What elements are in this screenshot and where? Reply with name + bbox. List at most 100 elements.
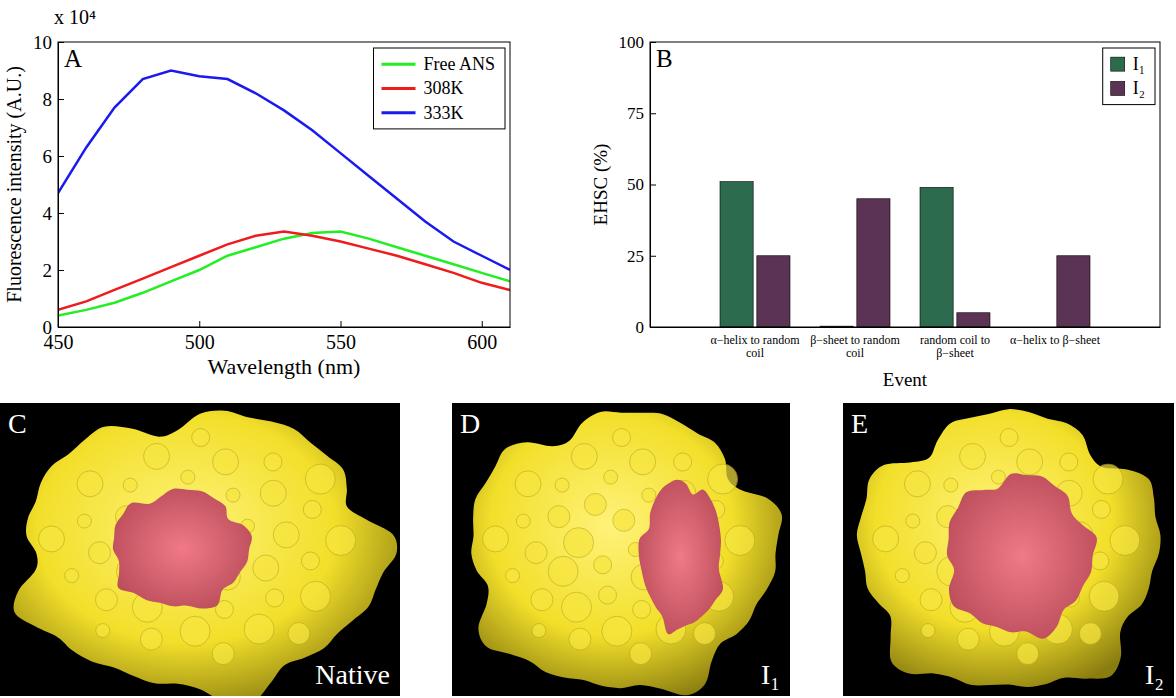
plot-frame (650, 42, 1160, 327)
tick-mark (58, 156, 64, 157)
surface-bump (548, 556, 578, 586)
surface-bump (483, 526, 509, 552)
surface-bump (944, 478, 958, 492)
surface-bump (1079, 623, 1101, 645)
protein-surface (471, 411, 782, 695)
surface-bump (525, 542, 547, 564)
surface-bump (244, 614, 274, 644)
surface-bump (674, 453, 692, 471)
tick: 500 (185, 321, 215, 353)
surface-bump (65, 569, 79, 583)
legend-label: I₁ (1133, 54, 1145, 74)
surface-bump (895, 569, 909, 583)
legend-swatch (382, 87, 416, 90)
surface-bump (180, 616, 210, 646)
plot-background (58, 42, 510, 327)
tick-label: α−helix to randomcoil (710, 333, 800, 360)
surface-bump (920, 589, 942, 611)
surface-render (14, 411, 398, 696)
surface-bump (906, 514, 920, 528)
surface-bump (1092, 500, 1110, 518)
surface-bump (1093, 464, 1123, 494)
surface-render (857, 409, 1161, 687)
tick-label: 25 (627, 247, 644, 266)
bar (857, 199, 890, 327)
surface-render (471, 411, 782, 695)
surface-bump (708, 464, 738, 494)
tick-mark (199, 321, 200, 327)
image-caption: Native (315, 659, 390, 690)
surface-bump (584, 493, 606, 515)
surface-bump (39, 526, 65, 552)
surface-bump (873, 526, 899, 552)
legend-box (1103, 48, 1155, 105)
tick-label: 50 (627, 175, 644, 194)
tick-label: 8 (43, 89, 53, 110)
surface-bump (599, 586, 617, 604)
surface-bump (630, 643, 652, 665)
surface-bump (213, 449, 239, 475)
axis: 450500550600 (44, 321, 511, 353)
surface-bump (192, 429, 210, 447)
tick-label: 75 (627, 104, 644, 123)
surface-bump (1089, 581, 1119, 611)
tick-mark (58, 213, 64, 214)
surface-bump (77, 471, 103, 497)
surface-bump (1017, 449, 1043, 475)
surface-bump (957, 628, 979, 650)
surface-bump (564, 528, 594, 558)
surface-bump (515, 471, 541, 497)
legend-swatch (382, 111, 416, 114)
surface-bump (594, 556, 612, 574)
plot-background (650, 42, 1160, 327)
tick: 2 (43, 260, 65, 281)
surface-bump (212, 643, 234, 665)
legend: Free ANS308K333K (374, 48, 506, 129)
tick-label: β−sheet to randomcoil (810, 333, 900, 360)
tick: random coil toβ−sheet (920, 333, 990, 360)
surface-patch (113, 489, 252, 609)
plot-frame (58, 42, 510, 327)
surface-bump (1060, 453, 1078, 471)
tick-mark (58, 99, 64, 100)
surface-bump (266, 589, 284, 607)
panel-letter: B (656, 45, 673, 72)
tick: 6 (43, 146, 65, 167)
tick-label: 0 (43, 317, 53, 338)
surface-bump (301, 581, 331, 611)
legend-swatch (1111, 57, 1125, 71)
surface-bump (326, 526, 356, 556)
bar (720, 182, 753, 327)
surface-bump (144, 443, 170, 469)
axis-multiplier: x 10⁴ (54, 6, 96, 28)
panel-letter: C (8, 408, 27, 439)
plot-lines (58, 71, 510, 316)
surface-bump (960, 443, 986, 469)
bar (1057, 256, 1090, 327)
tick: 8 (43, 89, 65, 110)
tick: α−helix to β−sheet (1010, 333, 1101, 347)
surface-bump (95, 589, 117, 611)
tick-mark (58, 270, 64, 271)
tick: α−helix to randomcoil (710, 333, 800, 360)
tick-label: 100 (619, 33, 645, 52)
axis: α−helix to randomcoil β−sheet to randomco… (651, 328, 1161, 360)
panel-a: 4505005506000246810Wavelength (nm)Fluore… (3, 6, 511, 379)
tick-label: α−helix to β−sheet (1010, 333, 1101, 347)
image-caption: I₂ (1145, 659, 1164, 690)
tick-mark (650, 113, 656, 114)
axis: 0246810 (33, 32, 64, 338)
panel-letter: E (851, 408, 868, 439)
y-axis-title: EHSC (%) (590, 144, 612, 226)
surface-bump (1017, 643, 1039, 665)
surface-patch (638, 480, 723, 634)
surface-bump (301, 552, 319, 570)
legend-label: 333K (424, 103, 464, 123)
bar (757, 256, 790, 327)
tick-label: 500 (185, 331, 215, 353)
surface-bump (630, 449, 656, 475)
surface-bump (991, 470, 1005, 484)
x-axis-title: Wavelength (nm) (208, 354, 361, 379)
image-background (452, 403, 790, 696)
surface-bump (1091, 552, 1109, 570)
